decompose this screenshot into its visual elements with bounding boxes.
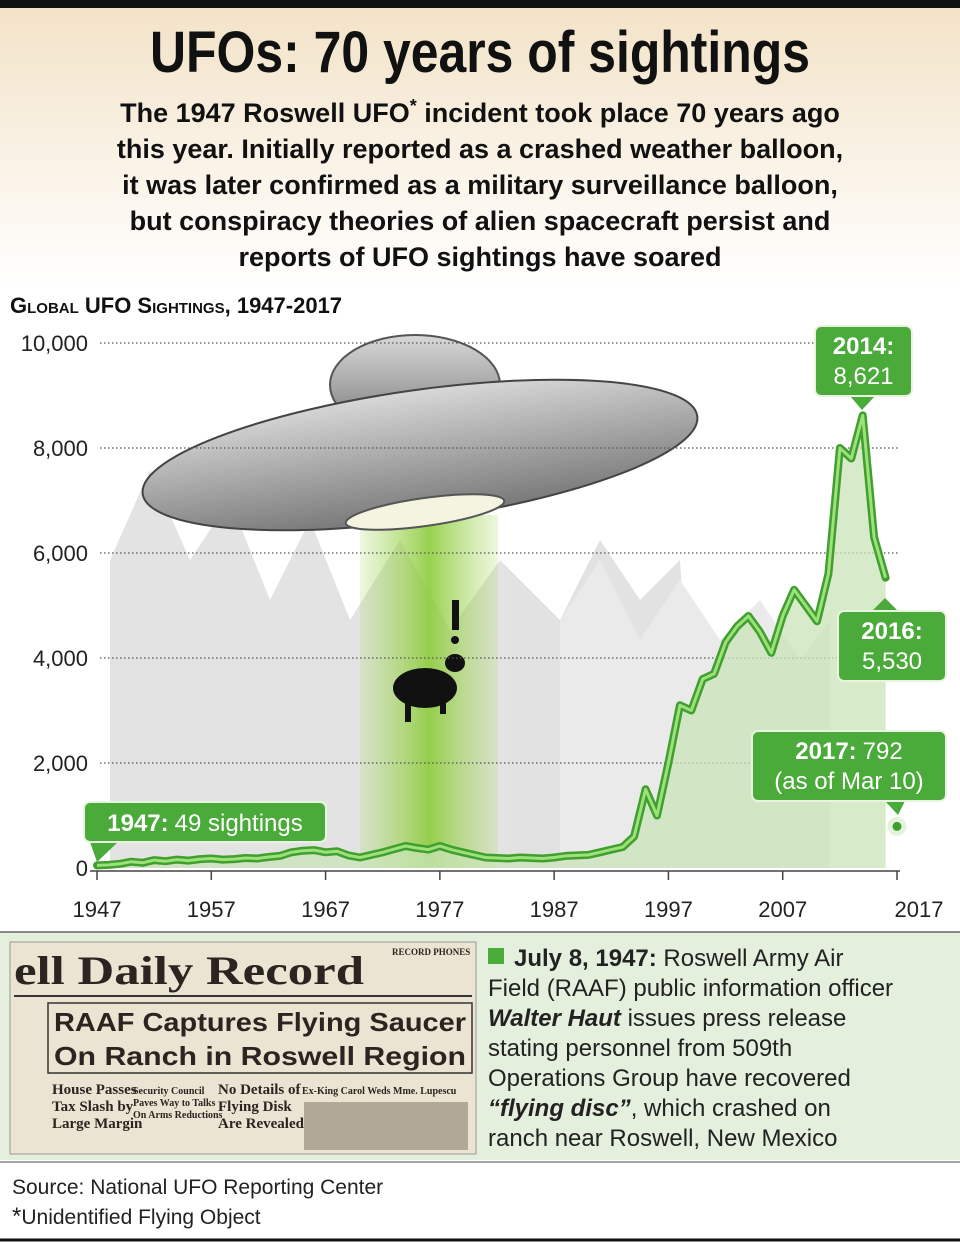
callout xyxy=(837,610,947,682)
note-part: Field (RAAF) public information officer xyxy=(488,975,893,1002)
asterisk: * xyxy=(12,1203,21,1230)
area xyxy=(97,415,886,868)
callout-label: 1947: xyxy=(107,810,168,837)
callout-pointer xyxy=(872,598,898,611)
x-tick-label: 1957 xyxy=(187,897,236,922)
headline: RAAF Captures Flying Saucer xyxy=(54,1007,466,1037)
subtitle-line: but conspiracy theories of alien spacecr… xyxy=(130,206,831,236)
story-headline: Tax Slash by xyxy=(52,1099,134,1115)
x-tick-label: 1997 xyxy=(644,897,693,922)
subtitle-line: it was later confirmed as a military sur… xyxy=(122,170,838,200)
bullet xyxy=(488,948,504,964)
callout-text: 2017: 792 xyxy=(795,738,902,765)
source: Source: National UFO Reporting Center xyxy=(12,1176,383,1199)
note-line: stating personnel from 509th xyxy=(488,1035,792,1062)
note-line: Field (RAAF) public information officer xyxy=(488,975,893,1002)
subtitle: The 1947 Roswell UFO* incident took plac… xyxy=(117,96,843,272)
story-headline: Large Margin xyxy=(52,1116,143,1132)
chart: 0 2,000 4,000 6,000 8,000 10,000 1947 1957 1967 1… xyxy=(21,325,947,922)
callout-value: 8,621 xyxy=(833,363,893,390)
callout-pointer xyxy=(90,842,118,862)
story-headline: Security Council xyxy=(133,1086,205,1097)
subtitle-part: incident took place 70 years ago xyxy=(417,98,840,128)
note-part: “flying disc” xyxy=(488,1095,631,1122)
subtitle-part: The 1947 Roswell UFO xyxy=(120,98,410,128)
note-part: July 8, 1947: xyxy=(514,945,657,972)
subtitle-line: reports of UFO sightings have soared xyxy=(238,242,721,272)
point xyxy=(887,816,907,836)
line-highlight xyxy=(96,413,888,867)
x-tick-label: 2007 xyxy=(758,897,807,922)
subtitle-line: The 1947 Roswell UFO* incident took plac… xyxy=(120,96,840,128)
callout-text: (as of Mar 10) xyxy=(774,768,923,795)
y-tick-label: 6,000 xyxy=(33,541,88,566)
subtitle-part: * xyxy=(410,96,417,116)
callout-label: 2016: xyxy=(861,618,922,645)
callout-label: 2014: xyxy=(833,333,894,360)
title: UFOs: 70 years of sightings xyxy=(150,20,810,85)
story-headline: No Details of xyxy=(218,1082,301,1098)
y-tick-label: 8,000 xyxy=(33,436,88,461)
note-line: July 8, 1947: Roswell Army Air xyxy=(514,945,843,972)
story-headline: Flying Disk xyxy=(218,1099,292,1115)
chart-title: Global UFO Sightings, 1947-2017 xyxy=(10,293,342,318)
note-part: ranch near Roswell, New Mexico xyxy=(488,1125,837,1152)
callout-value: 49 sightings xyxy=(175,810,303,837)
note-line: ranch near Roswell, New Mexico xyxy=(488,1125,837,1152)
note-part: Operations Group have recovered xyxy=(488,1065,851,1092)
x-tick-label: 2017 xyxy=(895,897,944,922)
note-line: Walter Haut issues press release xyxy=(488,1005,846,1032)
note-line: “flying disc”, which crashed on xyxy=(488,1095,831,1122)
callout-pointer xyxy=(885,801,905,815)
x-tick-label: 1967 xyxy=(301,897,350,922)
subtitle-line: this year. Initially reported as a crash… xyxy=(117,134,843,164)
note-part: Roswell Army Air xyxy=(657,945,844,972)
callout-value: 5,530 xyxy=(862,648,922,675)
headline-box xyxy=(47,1002,473,1074)
x-tick-label: 1977 xyxy=(415,897,464,922)
masthead: ell Daily Record xyxy=(14,948,364,993)
footnote: *Unidentified Flying Object xyxy=(12,1203,261,1230)
callout xyxy=(83,801,327,843)
photo xyxy=(304,1102,468,1150)
newspaper-text: ell Daily Record RECORD PHONES RAAF Captur… xyxy=(14,947,473,1150)
note-part: Walter Haut xyxy=(488,1005,622,1032)
header-bg xyxy=(0,8,960,288)
callout-pointer xyxy=(850,396,875,410)
footnote-text: Unidentified Flying Object xyxy=(21,1206,260,1229)
x-tick-label: 1947 xyxy=(73,897,122,922)
callout-value: 792 xyxy=(863,738,903,765)
note: July 8, 1947: Roswell Army Air Field (RAA… xyxy=(488,945,893,1152)
story-headline: House Passes xyxy=(52,1082,137,1098)
story-headline: On Arms Reductions xyxy=(133,1110,223,1121)
note-part: stating personnel from 509th xyxy=(488,1035,792,1062)
callout xyxy=(814,325,913,397)
y-tick-label: 10,000 xyxy=(21,331,88,356)
phones: RECORD PHONES xyxy=(392,947,470,957)
x-tick-label: 1987 xyxy=(530,897,579,922)
note-line: Operations Group have recovered xyxy=(488,1065,851,1092)
headline: On Ranch in Roswell Region xyxy=(54,1041,466,1071)
ufo xyxy=(141,334,699,532)
callout-label: 2017: xyxy=(795,738,856,765)
callout-text: 1947: 49 sightings xyxy=(107,810,302,837)
callout xyxy=(751,730,947,802)
story-headline: Ex-King Carol Weds Mme. Lupescu xyxy=(302,1086,457,1097)
y-tick-label: 4,000 xyxy=(33,646,88,671)
story-headline: Paves Way to Talks xyxy=(133,1098,215,1109)
note-part: issues press release xyxy=(621,1005,846,1032)
y-tick-label: 0 xyxy=(76,856,88,881)
top-bar xyxy=(0,0,960,8)
y-tick-label: 2,000 xyxy=(33,751,88,776)
note-part: , which crashed on xyxy=(631,1095,831,1122)
story-headline: Are Revealed xyxy=(218,1116,305,1132)
